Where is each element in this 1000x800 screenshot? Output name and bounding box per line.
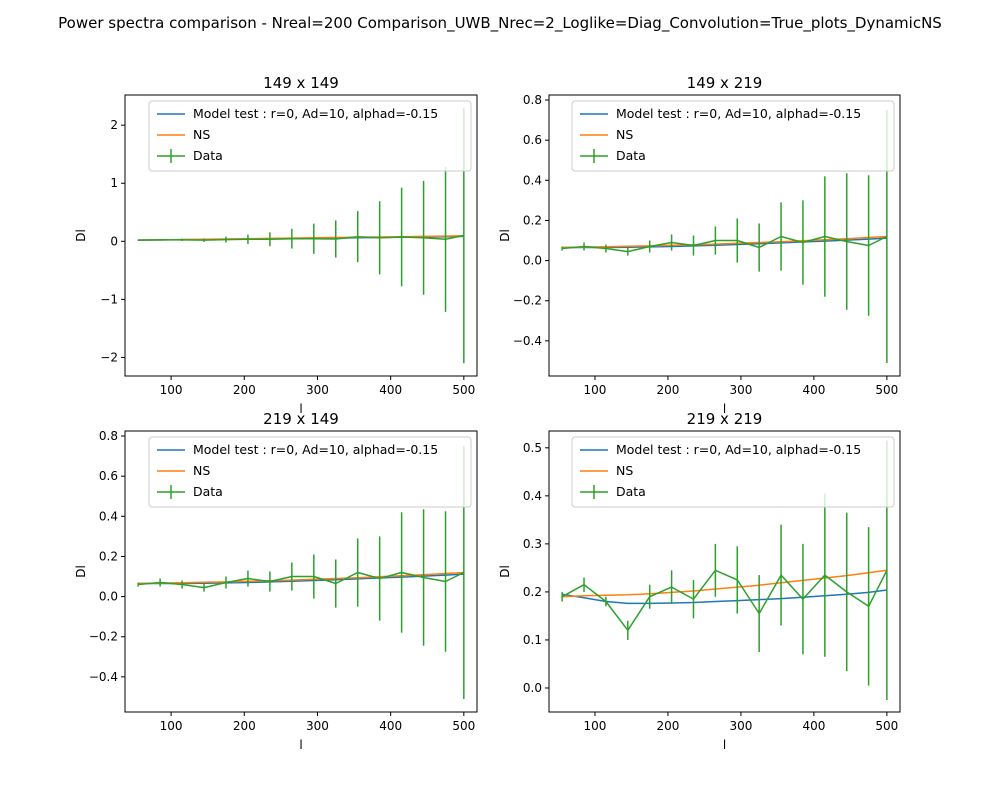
x-tick-label: 200 xyxy=(233,719,256,733)
plot-frame xyxy=(124,94,478,377)
subplot-title: 149 x 149 xyxy=(263,74,339,92)
data-line xyxy=(138,571,465,589)
legend: Model test : r=0, Ad=10, alphad=-0.15 NS D… xyxy=(148,436,472,508)
y-tick-label: 0.3 xyxy=(523,537,542,551)
y-tick-label: 0.0 xyxy=(523,681,542,695)
y-tick-label: 0.4 xyxy=(523,173,542,187)
x-tick-label: 400 xyxy=(379,383,402,397)
subplot-title: 219 x 219 xyxy=(687,410,763,428)
subplot-3: 219 x 149 100 200 300 400 500 −0.4 −0.2 0.0 0.2 0.… xyxy=(74,410,478,752)
legend-entry-label: NS xyxy=(616,127,633,142)
x-tick-label: 300 xyxy=(729,719,752,733)
figure-suptitle: Power spectra comparison - Nreal=200 Com… xyxy=(58,14,942,32)
x-tick-label: 200 xyxy=(656,383,679,397)
y-tick-label: 0.6 xyxy=(99,469,118,483)
x-tick-label: 100 xyxy=(584,719,607,733)
model-line xyxy=(561,589,887,605)
subplot-1: 149 x 149 100 200 300 400 500 −2 −1 0 1 2 l Dl Model … xyxy=(74,74,478,416)
y-tick-label: 0.8 xyxy=(523,93,542,107)
legend-entry-label: Data xyxy=(193,148,223,163)
subplot-4: 219 x 219 100 200 300 400 500 0.0 0.1 0.2 0.3 0.4 0… xyxy=(498,410,901,752)
x-tick-label: 500 xyxy=(875,383,898,397)
y-tick-label: 1 xyxy=(110,176,118,190)
legend-entry-label: NS xyxy=(193,127,210,142)
x-tick-label: 500 xyxy=(875,719,898,733)
x-tick-label: 400 xyxy=(379,719,402,733)
legend-box xyxy=(148,436,472,508)
data-line xyxy=(138,234,464,241)
y-tick-label: −0.4 xyxy=(513,334,542,348)
x-tick-label: 100 xyxy=(160,383,183,397)
legend-entry-label: Model test : r=0, Ad=10, alphad=-0.15 xyxy=(193,442,438,457)
y-tick-label: 0.2 xyxy=(523,585,542,599)
y-axis-label: Dl xyxy=(74,229,88,242)
plot-frame xyxy=(124,430,478,713)
x-tick-label: 400 xyxy=(802,383,825,397)
x-tick-label: 100 xyxy=(584,383,607,397)
y-tick-label: 0.6 xyxy=(523,133,542,147)
x-tick-label: 500 xyxy=(452,719,475,733)
legend-entry-label: Data xyxy=(616,148,646,163)
x-tick-label: 500 xyxy=(452,383,475,397)
legend-box xyxy=(571,436,895,508)
ns-line xyxy=(562,569,887,598)
plot-area xyxy=(561,110,888,363)
legend-entry-label: NS xyxy=(193,463,210,478)
data-line xyxy=(562,235,888,253)
x-axis-label: l xyxy=(723,402,726,416)
legend-entry-label: Data xyxy=(616,484,646,499)
y-tick-label: 0.2 xyxy=(99,549,118,563)
ns-line xyxy=(138,571,464,585)
y-tick-label: 0.0 xyxy=(99,590,118,604)
legend-entry-label: Data xyxy=(193,484,223,499)
y-tick-label: −0.2 xyxy=(513,294,542,308)
y-tick-label: 0.4 xyxy=(523,489,542,503)
y-axis-label: Dl xyxy=(74,565,88,578)
y-tick-label: −0.2 xyxy=(89,630,118,644)
plot-area xyxy=(137,107,465,364)
x-tick-label: 200 xyxy=(233,383,256,397)
legend-entry-label: Model test : r=0, Ad=10, alphad=-0.15 xyxy=(616,106,861,121)
y-axis-label: Dl xyxy=(498,229,512,242)
legend-box xyxy=(148,100,472,172)
y-tick-label: −0.4 xyxy=(89,670,118,684)
x-tick-label: 300 xyxy=(729,383,752,397)
y-tick-label: 0.8 xyxy=(99,429,118,443)
model-line xyxy=(138,573,464,585)
model-line xyxy=(562,237,887,249)
legend: Model test : r=0, Ad=10, alphad=-0.15 NS D… xyxy=(571,436,895,508)
x-axis-label: l xyxy=(299,402,302,416)
y-tick-label: 0.5 xyxy=(523,441,542,455)
ns-line xyxy=(562,235,887,249)
legend: Model test : r=0, Ad=10, alphad=-0.15 NS D… xyxy=(571,100,895,172)
y-tick-label: 0.1 xyxy=(523,633,542,647)
y-tick-label: 2 xyxy=(110,118,118,132)
subplot-2: 149 x 219 100 200 300 400 500 −0.4 −0.2 0.0 0.2 0.… xyxy=(498,74,901,416)
x-tick-label: 100 xyxy=(160,719,183,733)
x-tick-label: 400 xyxy=(802,719,825,733)
legend-box xyxy=(571,100,895,172)
y-tick-label: 0.2 xyxy=(523,213,542,227)
y-tick-label: −2 xyxy=(100,350,118,364)
data-line xyxy=(561,569,888,632)
x-tick-label: 300 xyxy=(306,383,329,397)
y-tick-label: 0.4 xyxy=(99,509,118,523)
y-tick-label: 0 xyxy=(110,234,118,248)
legend-entry-label: NS xyxy=(616,463,633,478)
x-tick-label: 300 xyxy=(306,719,329,733)
plot-frame xyxy=(548,430,901,713)
subplot-title: 149 x 219 xyxy=(687,74,763,92)
plot-frame xyxy=(548,94,901,377)
y-axis-label: Dl xyxy=(498,565,512,578)
y-tick-label: −1 xyxy=(100,292,118,306)
x-tick-label: 200 xyxy=(656,719,679,733)
legend: Model test : r=0, Ad=10, alphad=-0.15 NS D… xyxy=(148,100,472,172)
x-axis-label: l xyxy=(723,738,726,752)
legend-entry-label: Model test : r=0, Ad=10, alphad=-0.15 xyxy=(616,442,861,457)
x-axis-label: l xyxy=(299,738,302,752)
subplot-title: 219 x 149 xyxy=(263,410,339,428)
legend-entry-label: Model test : r=0, Ad=10, alphad=-0.15 xyxy=(193,106,438,121)
y-tick-label: 0.0 xyxy=(523,254,542,268)
